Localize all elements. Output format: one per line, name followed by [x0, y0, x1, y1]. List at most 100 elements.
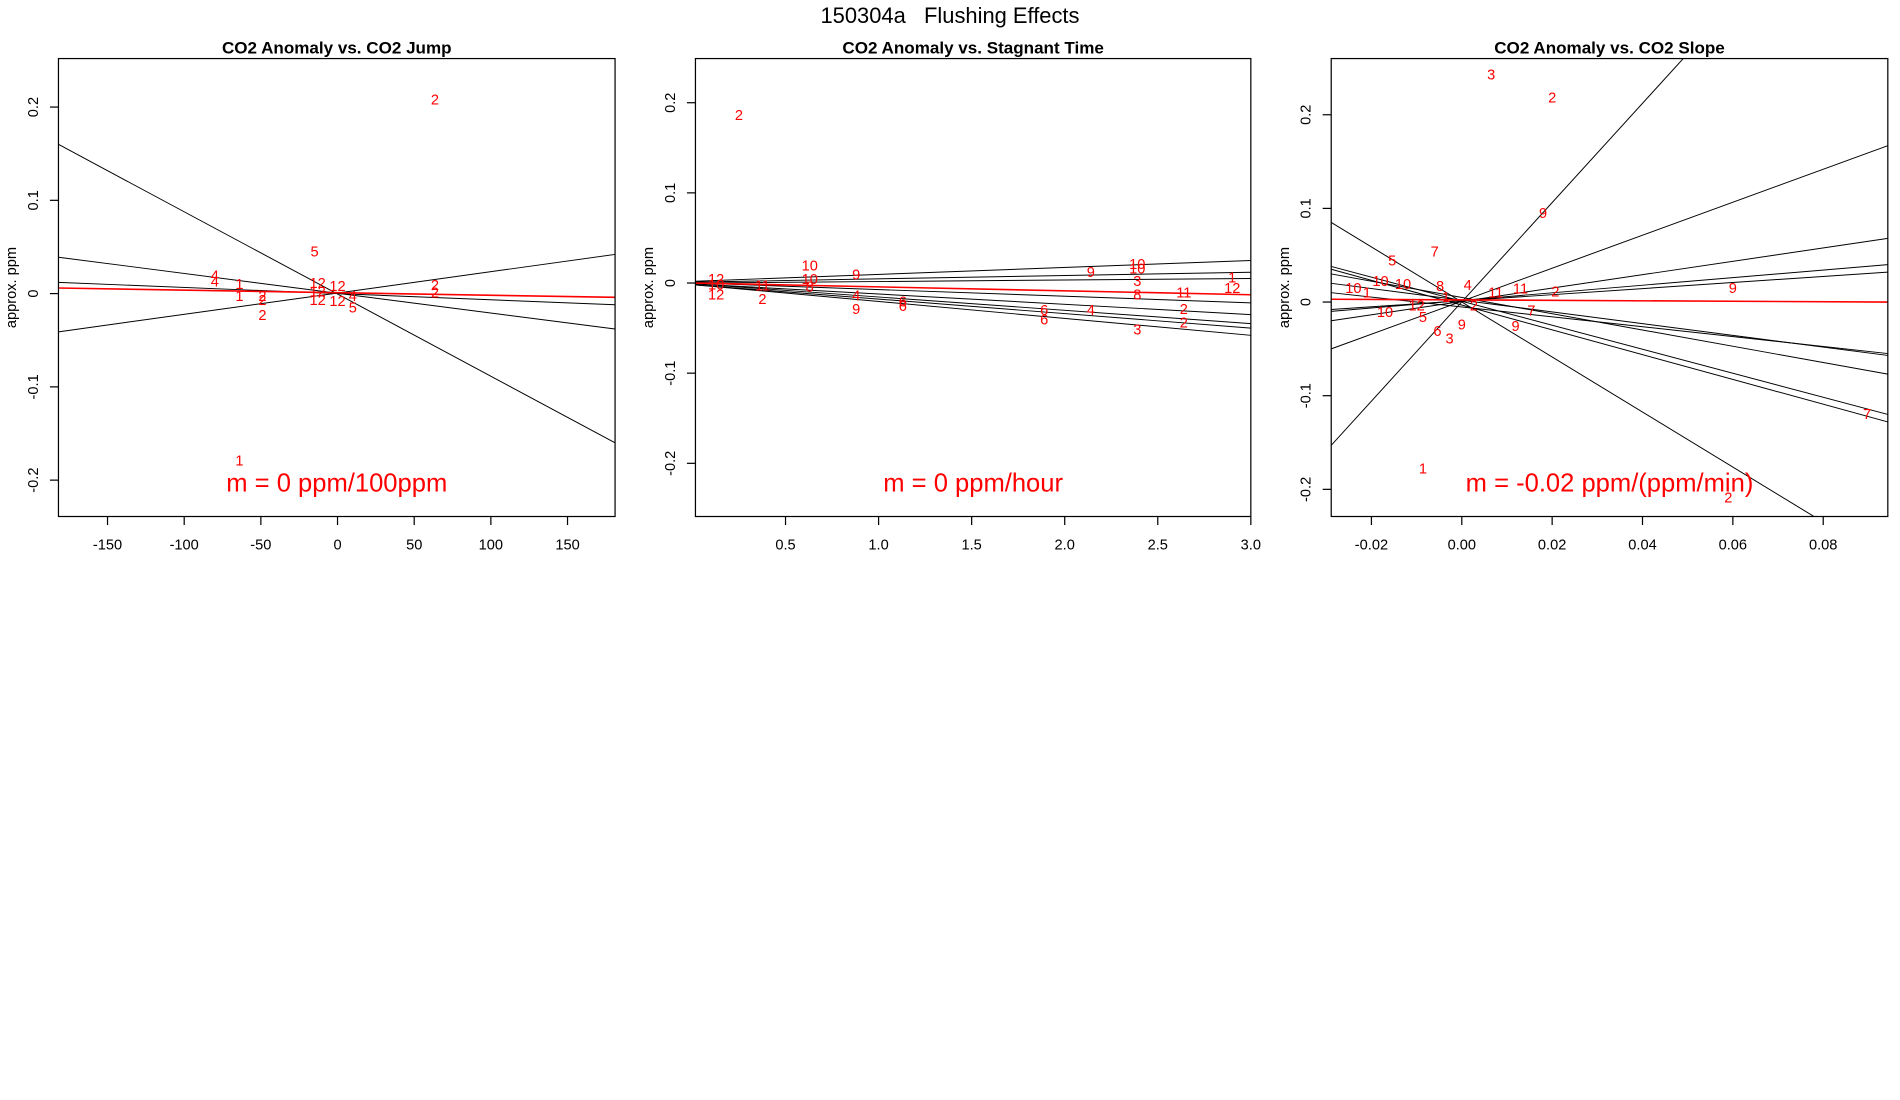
x-tick-label: 100	[479, 538, 503, 554]
point-label: 10	[1345, 281, 1361, 297]
annotation: m = 0 ppm/100ppm	[226, 470, 447, 498]
y-tick-label: 0	[26, 290, 42, 298]
point-label: 6	[899, 295, 907, 311]
x-tick-label: -50	[250, 538, 271, 554]
fit-line	[1331, 268, 1888, 423]
y-tick-label: -0.1	[663, 361, 679, 386]
point-label: 5	[1388, 254, 1396, 270]
x-tick-label: -0.02	[1355, 538, 1388, 554]
point-label: 6	[899, 299, 907, 315]
fit-line	[695, 278, 1251, 284]
y-axis-label: approx. ppm	[641, 247, 657, 328]
plot-frame	[1330, 57, 1889, 518]
point-label: 9	[1458, 317, 1466, 333]
x-tick-label: -150	[93, 538, 122, 554]
point-label: 4	[1464, 278, 1472, 294]
annotation: m = -0.02 ppm/(ppm/min)	[1466, 470, 1754, 498]
point-label: 9	[1087, 265, 1095, 281]
point-label: 9	[1539, 206, 1547, 222]
fit-line	[1331, 222, 1815, 517]
x-tick-label: 0.00	[1448, 538, 1476, 554]
fit-line	[695, 282, 1251, 304]
point-label: 3	[1446, 331, 1454, 347]
overall-fit-line	[1331, 298, 1888, 303]
point-label: 12	[329, 279, 345, 295]
point-label: 2	[431, 285, 439, 301]
point-label: 4	[349, 289, 357, 305]
point-label: 8	[806, 279, 814, 295]
point-label: 10	[1129, 261, 1145, 277]
x-tick-label: 150	[555, 538, 579, 554]
y-tick-label: -0.2	[1299, 477, 1315, 502]
y-tick-label: -0.2	[663, 451, 679, 476]
x-tick-label: 1.5	[961, 538, 981, 554]
point-label: 3	[1487, 67, 1495, 83]
point-label: 10	[708, 278, 724, 294]
point-label: 5	[349, 300, 357, 316]
fit-line	[695, 271, 1251, 283]
x-tick-label: 1.0	[868, 538, 888, 554]
fit-line	[1331, 273, 1888, 375]
point-label: 6	[1433, 324, 1441, 340]
plot-frame	[694, 57, 1252, 518]
point-label: 10	[802, 259, 818, 275]
x-tick-label: 2.5	[1148, 538, 1168, 554]
point-label: 1	[235, 453, 243, 469]
overall-fit-line	[695, 282, 1251, 296]
y-tick-label: 0	[663, 279, 679, 287]
y-tick-label: -0.1	[26, 374, 42, 399]
x-tick-label: 0.04	[1628, 538, 1656, 554]
y-tick-label: 0.2	[1299, 105, 1315, 125]
point-label: 10	[1129, 257, 1145, 273]
point-label: 1	[1363, 285, 1371, 301]
y-tick-label: -0.1	[1299, 383, 1315, 408]
annotation: m = 0 ppm/hour	[883, 470, 1063, 498]
point-label: 1	[1228, 270, 1236, 286]
panel: CO2 Anomaly vs. Stagnant Time approx. ppm…	[641, 38, 1261, 553]
point-label: 2	[735, 108, 743, 124]
point-label: 11	[1176, 286, 1191, 302]
fit-line	[695, 284, 1251, 329]
fit-line	[695, 284, 1251, 336]
point-label: 10	[1372, 274, 1388, 290]
point-label: 2	[1724, 491, 1732, 507]
point-label: 2	[758, 292, 766, 308]
fit-line	[1331, 58, 1684, 446]
x-tick-label: 0	[333, 538, 341, 554]
point-label: 7	[1527, 303, 1535, 319]
overall-fit-line	[58, 287, 616, 299]
panel: CO2 Anomaly vs. CO2 Jump approx. ppm -150 -…	[4, 38, 616, 554]
point-label: 12	[329, 294, 345, 310]
point-label: 9	[1729, 281, 1737, 297]
point-label: 12	[708, 288, 724, 304]
x-tick-label: 0.06	[1719, 538, 1747, 554]
point-label: 2	[1180, 302, 1188, 318]
point-label: 2	[258, 293, 266, 309]
point-label: 12	[309, 276, 325, 292]
x-tick-label: -100	[170, 538, 199, 554]
y-tick-label: 0	[1299, 298, 1315, 306]
point-label: 11	[1513, 282, 1528, 298]
fit-line	[1331, 292, 1888, 355]
x-tick-label: 0.5	[775, 538, 795, 554]
y-axis-label: approx. ppm	[4, 247, 20, 328]
point-label: 3	[1133, 274, 1141, 290]
x-tick-label: 50	[406, 538, 422, 554]
point-label: 8	[1436, 279, 1444, 295]
point-label: 8	[1133, 288, 1141, 304]
point-label: 2	[258, 289, 266, 305]
point-label: 2	[258, 308, 266, 324]
point-label: 1	[1419, 462, 1427, 478]
point-label: 1	[1442, 290, 1450, 306]
point-label: 2	[431, 92, 439, 108]
x-tick-label: 3.0	[1241, 538, 1261, 554]
point-label: 3	[1133, 323, 1141, 339]
panel-title: CO2 Anomaly vs. CO2 Slope	[1494, 38, 1725, 57]
point-label: 12	[1408, 299, 1424, 315]
point-label: 9	[852, 268, 860, 284]
y-tick-label: 0.1	[663, 183, 679, 203]
point-label: 12	[309, 285, 325, 301]
